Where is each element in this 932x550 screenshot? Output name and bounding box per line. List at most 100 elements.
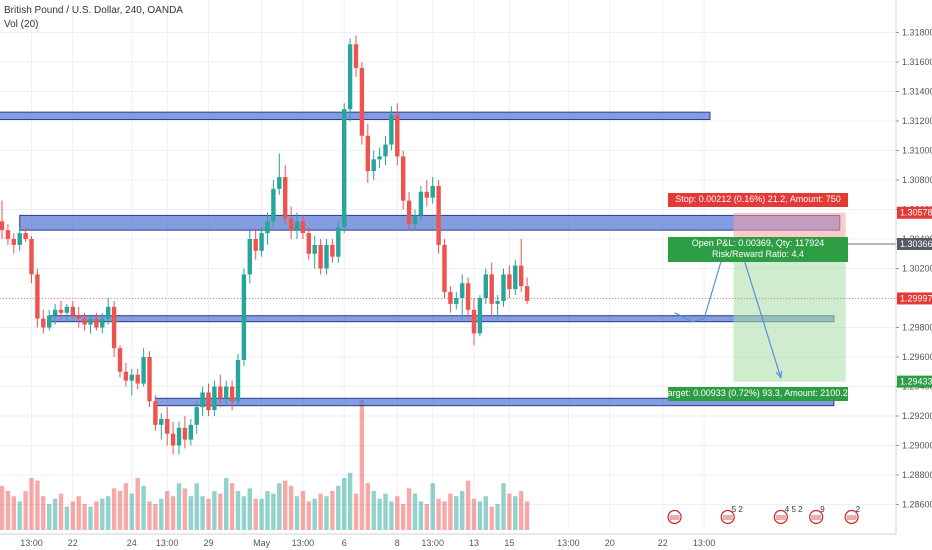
volume-indicator-label: Vol (20) <box>4 19 39 30</box>
target-label-box <box>668 387 848 401</box>
volume-bar <box>495 504 500 530</box>
price-badge <box>897 375 932 388</box>
candle-body <box>465 283 471 310</box>
volume-bar <box>465 480 471 530</box>
candle-body <box>41 318 46 328</box>
price-tick-label: 1.30200 <box>902 264 932 274</box>
price-badge <box>897 238 932 251</box>
candle-body <box>454 298 459 304</box>
volume-bar <box>170 496 176 530</box>
volume-bar <box>412 493 418 530</box>
volume-bar <box>306 501 311 530</box>
candle-body <box>47 315 52 328</box>
volume-bar <box>436 498 441 530</box>
price-tick-label: 1.29800 <box>902 323 932 333</box>
volume-bar <box>342 478 347 530</box>
volume-bar <box>253 498 258 530</box>
candle-body <box>123 371 129 381</box>
time-tick-label: 8 <box>395 538 400 548</box>
candle-body <box>253 239 258 251</box>
volume-bar <box>501 483 506 530</box>
volume-bar <box>383 493 388 530</box>
volume-bar <box>82 504 87 530</box>
long-position-tool <box>0 212 896 382</box>
candle-body <box>5 230 11 239</box>
price-tick-label: 1.28800 <box>902 470 932 480</box>
time-tick-label: May <box>253 538 271 548</box>
flag-stripe <box>846 515 857 520</box>
projection-path <box>674 238 783 380</box>
volume-bar <box>330 491 335 530</box>
volume-bar <box>336 485 341 530</box>
candle-body <box>165 418 170 434</box>
candle-body <box>483 274 488 298</box>
volume-bar <box>483 496 488 530</box>
price-tick-label: 1.31200 <box>902 116 932 126</box>
price-tick-label: 1.31800 <box>902 28 932 38</box>
time-tick-label: 22 <box>68 538 78 548</box>
volume-bar <box>70 501 75 530</box>
volume-bar <box>111 488 117 530</box>
volume-bar <box>188 496 193 530</box>
volume-bar <box>5 491 11 530</box>
price-tick-label: 1.29000 <box>902 441 932 451</box>
position-labels: Stop: 0.00212 (0.16%) 21.2, Amount: 750 O… <box>663 193 853 401</box>
candle-body <box>401 156 406 201</box>
volume-bar <box>424 504 429 530</box>
candle-body <box>35 274 40 319</box>
volume-bar <box>418 501 424 530</box>
pnl-label-text: Open P&L: 0.00369, Qty: 117924 <box>692 238 824 248</box>
candle-body <box>176 427 182 446</box>
volume-bar <box>41 496 46 530</box>
candle-body <box>170 433 176 446</box>
volume-bar <box>47 504 52 530</box>
flag-stripe <box>775 515 786 520</box>
candle-body <box>306 233 311 254</box>
price-tick-label: 1.28600 <box>902 500 932 510</box>
volume-bar <box>35 480 40 530</box>
volume-bar <box>52 498 58 530</box>
volume-bar <box>288 485 294 530</box>
volume-bar <box>507 493 512 530</box>
pnl-label-text: Risk/Reward Ratio: 4.4 <box>712 249 804 259</box>
price-tick-label: 1.31400 <box>902 87 932 97</box>
candle-body <box>58 309 64 313</box>
volume-bar <box>442 501 447 530</box>
volume-bar <box>389 501 394 530</box>
candle-body <box>519 265 524 287</box>
target-label-text: Target: 0.00933 (0.72%) 93.3, Amount: 21… <box>663 388 853 398</box>
resistance-zone-mid <box>19 214 841 231</box>
candle-body <box>424 191 429 198</box>
volume-bar <box>176 483 182 530</box>
volume-bar <box>159 498 164 530</box>
price-badge <box>897 206 932 219</box>
candle-body <box>218 386 223 399</box>
candle-body <box>106 306 111 319</box>
candle-body <box>300 221 306 234</box>
event-count: 5 2 <box>732 505 744 514</box>
volume-bar <box>194 483 199 530</box>
support-zone-mid <box>48 315 835 323</box>
volume-bar <box>371 491 376 530</box>
candle-body <box>94 318 99 328</box>
volume-bar <box>224 478 229 530</box>
pnl-label-box <box>668 237 848 262</box>
candle-body <box>229 386 235 402</box>
candle-body <box>389 115 394 145</box>
volume-bar <box>377 498 382 530</box>
volume-bar <box>406 488 412 530</box>
candle-body <box>64 306 70 313</box>
time-tick-label: 15 <box>504 538 514 548</box>
candle-body <box>52 309 58 316</box>
price-badges: 1.30578 1.30366 1.29997 1.29433 <box>897 206 932 388</box>
time-tick-label: 13:00 <box>156 538 179 548</box>
price-axis: 1.31800 1.31600 1.31400 1.31200 1.31000 1.308… <box>895 0 932 550</box>
candles <box>0 35 530 455</box>
volume-bar <box>58 493 64 530</box>
candle-body <box>377 156 382 160</box>
candle-body <box>442 244 447 293</box>
volume-bar <box>11 496 16 530</box>
projection-line <box>674 238 782 378</box>
